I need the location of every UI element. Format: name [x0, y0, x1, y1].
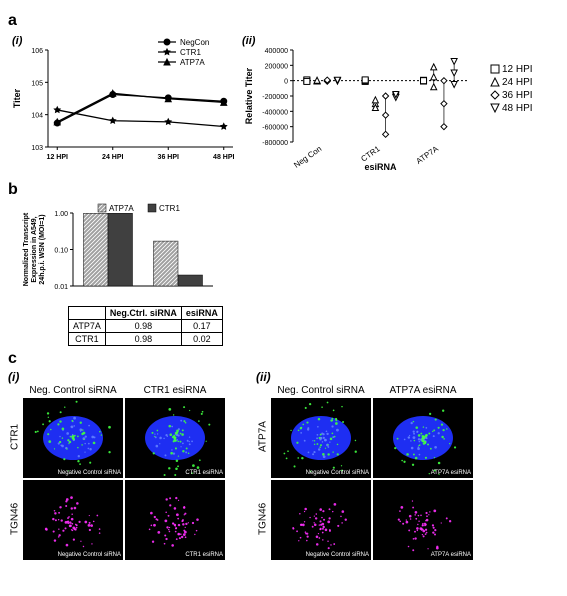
- svg-text:ATP7A: ATP7A: [415, 144, 441, 166]
- svg-text:400000: 400000: [265, 48, 288, 55]
- svg-text:-600000: -600000: [262, 125, 288, 132]
- col-header: ATP7A esiRNA: [373, 385, 473, 396]
- micrograph-overlay-label: ATP7A esiRNA: [431, 552, 471, 558]
- panel-c-letter: c: [8, 350, 559, 368]
- micrograph-overlay-label: Negative Control siRNA: [306, 552, 369, 558]
- svg-text:48 HPI: 48 HPI: [213, 154, 234, 161]
- micrograph-overlay-label: Negative Control siRNA: [58, 470, 121, 476]
- svg-text:(ii): (ii): [242, 35, 256, 47]
- svg-text:24 HPI: 24 HPI: [102, 154, 123, 161]
- svg-text:12 HPI: 12 HPI: [47, 154, 68, 161]
- svg-text:Relative Titer: Relative Titer: [244, 67, 254, 124]
- row-header: CTR1: [8, 397, 22, 477]
- svg-text:0: 0: [284, 79, 288, 86]
- svg-text:200000: 200000: [265, 63, 288, 70]
- micrograph-overlay-label: CTR1 esiRNA: [185, 470, 223, 476]
- chart-a-i: (i) 103 104 105 106 12 HPI 24 HPI 36 HPI 48 HPI T…: [8, 32, 238, 172]
- panel-a-row: (i)10310410510612 HPI24 HPI36 HPI48 HPIT…: [8, 32, 559, 177]
- legend-item: 12 HPI: [488, 63, 533, 75]
- row-header: TGN46: [8, 479, 22, 559]
- micrograph: Negative Control siRNA: [23, 480, 123, 560]
- svg-text:24h.p.i. WSN (MOI=1): 24h.p.i. WSN (MOI=1): [39, 214, 46, 284]
- chart-b: 0.01 0.10 1.00 Normalized TranscriptExpress…: [18, 201, 218, 301]
- svg-text:106: 106: [31, 48, 43, 55]
- table-b: Neg.Ctrl. siRNAesiRNAATP7A0.980.17CTR10.…: [68, 306, 559, 346]
- svg-text:0.01: 0.01: [54, 284, 68, 291]
- svg-text:Normalized Transcript: Normalized Transcript: [23, 212, 30, 286]
- svg-text:(i): (i): [12, 35, 23, 47]
- micrograph: ATP7A esiRNA: [373, 398, 473, 478]
- row-header: TGN46: [256, 479, 270, 559]
- svg-text:-800000: -800000: [262, 140, 288, 147]
- panel-a-letter: a: [8, 12, 559, 30]
- svg-text:ATP7A: ATP7A: [180, 58, 205, 67]
- row-header: ATP7A: [256, 397, 270, 477]
- micrograph: CTR1 esiRNA: [125, 480, 225, 560]
- svg-text:ATP7A: ATP7A: [109, 204, 134, 213]
- svg-text:Expression in A549,: Expression in A549,: [31, 216, 38, 282]
- micrograph: Negative Control siRNA: [271, 398, 371, 478]
- micrograph: ATP7A esiRNA: [373, 480, 473, 560]
- svg-text:0.10: 0.10: [54, 248, 68, 255]
- svg-text:105: 105: [31, 80, 43, 87]
- chart-a-ii: (ii) -800000 -600000 -400000 -200000 0 200000 4…: [238, 32, 488, 172]
- sub-label: (i): [8, 370, 226, 384]
- micrograph-overlay-label: CTR1 esiRNA: [185, 552, 223, 558]
- micrograph-overlay-label: Negative Control siRNA: [306, 470, 369, 476]
- panel-b-letter: b: [8, 181, 559, 199]
- micrograph: Negative Control siRNA: [271, 480, 371, 560]
- svg-text:CTR1: CTR1: [180, 48, 201, 57]
- micrograph-overlay-label: ATP7A esiRNA: [431, 470, 471, 476]
- svg-text:Neg Con: Neg Con: [292, 144, 323, 169]
- micrograph: CTR1 esiRNA: [125, 398, 225, 478]
- col-header: Neg. Control siRNA: [23, 385, 123, 396]
- panel-c-ii: (ii)Neg. Control siRNAATP7A esiRNAATP7AN…: [256, 370, 474, 561]
- table-b-knockdown: Neg.Ctrl. siRNAesiRNAATP7A0.980.17CTR10.…: [68, 306, 223, 346]
- svg-text:esiRNA: esiRNA: [364, 162, 397, 172]
- svg-text:-200000: -200000: [262, 94, 288, 101]
- svg-text:103: 103: [31, 145, 43, 152]
- svg-text:-400000: -400000: [262, 109, 288, 116]
- panel-b-container: 0.01 0.10 1.00 Normalized TranscriptExpress…: [18, 201, 559, 346]
- legend-item: 48 HPI: [488, 102, 533, 114]
- panel-a-i: (i) 103 104 105 106 12 HPI 24 HPI 36 HPI 48 HPI T…: [8, 32, 238, 177]
- sub-label: (ii): [256, 370, 474, 384]
- svg-text:Titer: Titer: [12, 88, 22, 108]
- col-header: Neg. Control siRNA: [271, 385, 371, 396]
- panel-c-i: (i)Neg. Control siRNACTR1 esiRNACTR1Nega…: [8, 370, 226, 561]
- svg-text:CTR1: CTR1: [359, 144, 382, 164]
- legend-item: 24 HPI: [488, 76, 533, 88]
- legend-a-ii: 12 HPI24 HPI36 HPI48 HPI: [488, 62, 533, 115]
- micrograph: Negative Control siRNA: [23, 398, 123, 478]
- col-header: CTR1 esiRNA: [125, 385, 225, 396]
- legend-item: 36 HPI: [488, 89, 533, 101]
- panel-c-row: (i)Neg. Control siRNACTR1 esiRNACTR1Nega…: [8, 370, 559, 561]
- svg-text:CTR1: CTR1: [159, 204, 180, 213]
- svg-text:NegCon: NegCon: [180, 38, 209, 47]
- svg-text:104: 104: [31, 113, 43, 120]
- svg-text:36 HPI: 36 HPI: [158, 154, 179, 161]
- panel-a-ii: (ii) -800000 -600000 -400000 -200000 0 200000 4…: [238, 32, 488, 177]
- svg-text:1.00: 1.00: [54, 211, 68, 218]
- micrograph-overlay-label: Negative Control siRNA: [58, 552, 121, 558]
